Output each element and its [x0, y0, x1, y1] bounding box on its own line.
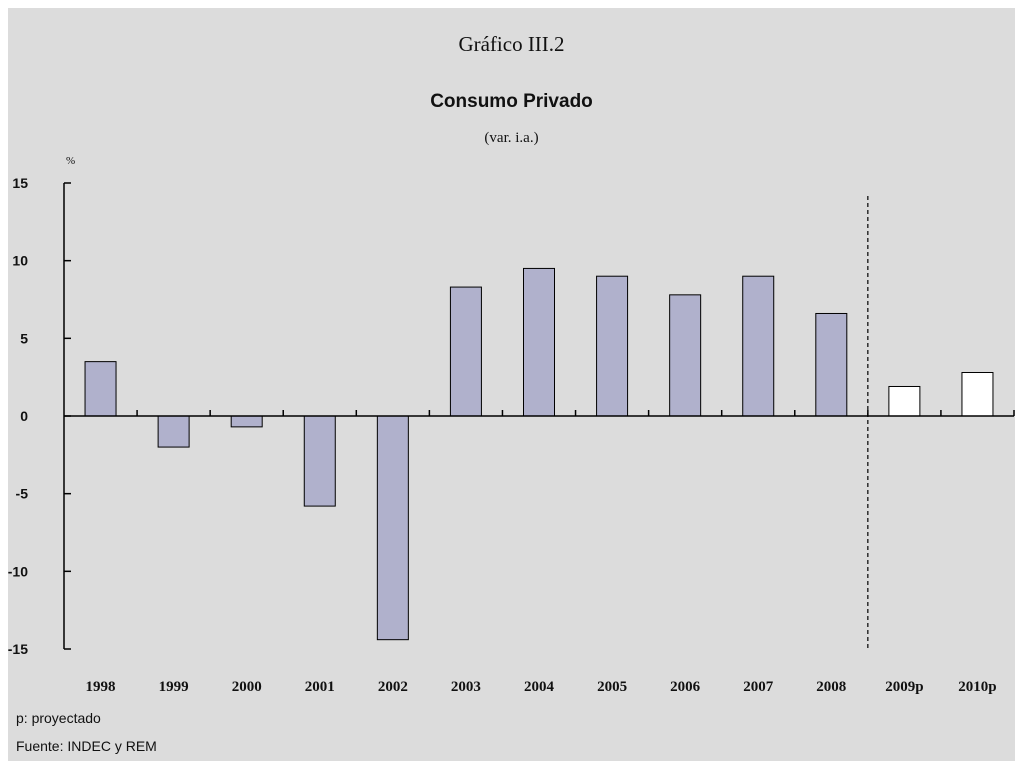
x-tick-label-2005: 2005 [597, 679, 627, 695]
y-tick-label--10: -10 [8, 563, 28, 579]
source-note: Fuente: INDEC y REM [16, 738, 157, 754]
x-tick-label-1998: 1998 [86, 679, 116, 695]
x-tick-label-2002: 2002 [378, 679, 408, 695]
projected-note: p: proyectado [16, 710, 101, 726]
x-tick-label-2009p: 2009p [885, 679, 923, 695]
x-tick-label-2007: 2007 [743, 679, 774, 695]
x-tick-label-2000: 2000 [232, 679, 262, 695]
chart-title: Consumo Privado [430, 91, 593, 112]
y-tick-label-10: 10 [12, 253, 28, 269]
bar-2008 [815, 312, 848, 417]
x-tick-label-2004: 2004 [524, 679, 555, 695]
bar-2002 [376, 415, 409, 641]
chart-frame: Gráfico III.2 Consumo Privado (var. i.a.… [8, 8, 1015, 761]
x-tick-label-2006: 2006 [670, 679, 701, 695]
y-tick-label-5: 5 [20, 330, 28, 346]
y-tick-label-0: 0 [20, 408, 28, 424]
bar-2005 [596, 275, 629, 417]
x-tick-label-2010p: 2010p [958, 679, 996, 695]
bar-2007 [742, 275, 775, 417]
bar-2003 [449, 286, 482, 417]
bar-2009p [888, 385, 921, 417]
bar-chart: 15 10 5 0 -5 -10 -15% 1998 1999 2000 2001 2002 2003 2… [8, 155, 1015, 695]
y-tick-label--5: -5 [16, 486, 29, 502]
x-tick-label-2008: 2008 [816, 679, 846, 695]
x-tick-label-1999: 1999 [159, 679, 189, 695]
bar-1998 [84, 361, 117, 417]
bar-2000 [230, 415, 263, 428]
bar-2010p [961, 372, 994, 417]
x-tick-label-2003: 2003 [451, 679, 481, 695]
y-axis-unit: % [66, 155, 75, 167]
y-tick-label-15: 15 [12, 175, 28, 191]
figure-label: Gráfico III.2 [458, 32, 565, 56]
bar-2006 [669, 294, 702, 417]
bar-1999 [157, 415, 190, 448]
bar-2001 [303, 415, 336, 507]
chart-subtitle: (var. i.a.) [484, 130, 539, 146]
x-tick-label-2001: 2001 [305, 679, 335, 695]
y-tick-label--15: -15 [8, 641, 28, 657]
bar-2004 [523, 267, 555, 417]
